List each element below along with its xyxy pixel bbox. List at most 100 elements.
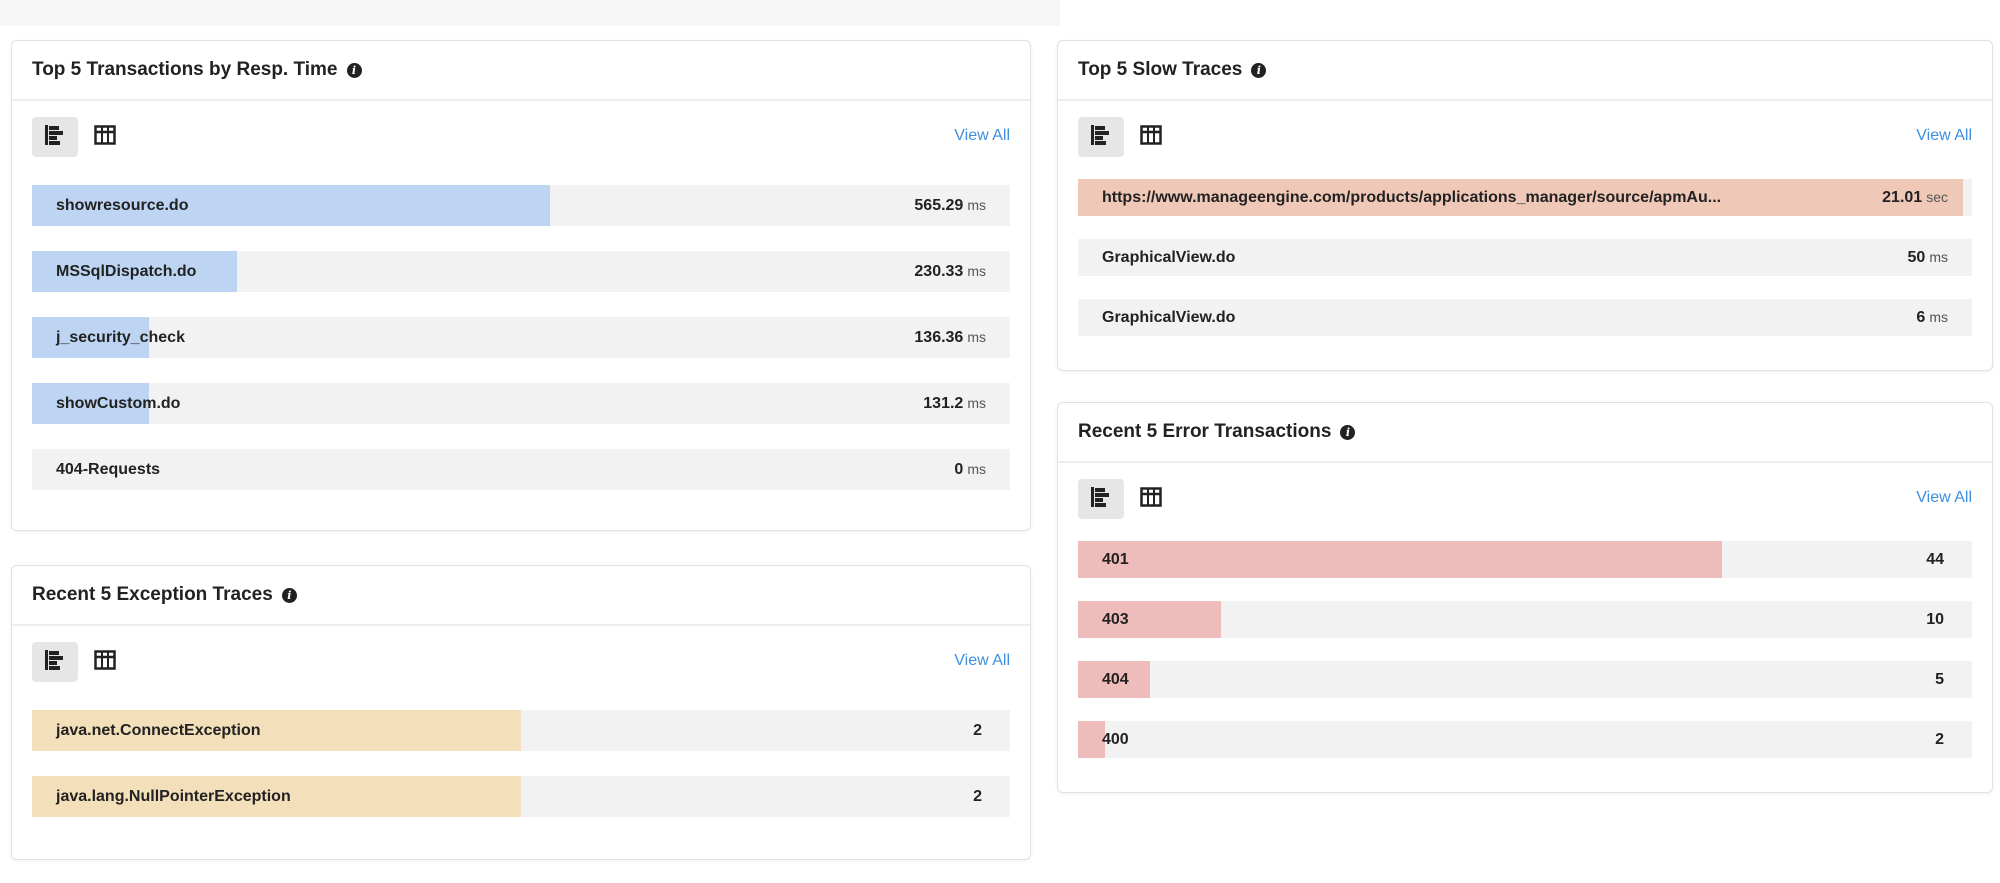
bar-value: 6 ms bbox=[1916, 309, 1948, 327]
panel-title: Recent 5 Exception Traces bbox=[32, 584, 273, 605]
bar-chart-view-button[interactable] bbox=[32, 642, 78, 682]
panel-header: Top 5 Slow Traces i bbox=[1058, 41, 1992, 101]
bar-row[interactable]: 401 44 bbox=[1078, 541, 1972, 578]
table-view-button[interactable] bbox=[82, 117, 128, 157]
panel-title: Recent 5 Error Transactions bbox=[1078, 421, 1332, 442]
bar-chart-view-button[interactable] bbox=[1078, 479, 1124, 519]
bar-value: 5 bbox=[1935, 671, 1948, 689]
bar-value: 565.29 ms bbox=[914, 197, 986, 215]
bar-chart-icon bbox=[1090, 486, 1112, 513]
bar-fill bbox=[1078, 541, 1722, 578]
bar-label: 400 bbox=[1102, 730, 1129, 748]
panel-title: Top 5 Transactions by Resp. Time bbox=[32, 59, 338, 80]
bar-fill bbox=[32, 317, 150, 358]
value-unit: ms bbox=[967, 262, 986, 279]
bar-list: 401 44 403 10 404 5 400 2 bbox=[1078, 541, 1972, 758]
bar-row[interactable]: showCustom.do 131.2 ms bbox=[32, 383, 1010, 424]
bar-chart-icon bbox=[1090, 124, 1112, 151]
info-icon[interactable]: i bbox=[346, 62, 362, 78]
bar-label: 403 bbox=[1102, 610, 1129, 628]
view-toolbar: View All bbox=[1078, 117, 1972, 157]
bar-fill bbox=[32, 710, 521, 751]
view-all-link[interactable]: View All bbox=[954, 652, 1010, 669]
bar-row[interactable]: 403 10 bbox=[1078, 601, 1972, 638]
value-number: 0 bbox=[954, 460, 964, 478]
bar-label: GraphicalView.do bbox=[1102, 308, 1236, 326]
value-number: 230.33 bbox=[914, 262, 964, 280]
bar-value: 230.33 ms bbox=[914, 263, 986, 281]
value-unit: ms bbox=[967, 328, 986, 345]
value-number: 2 bbox=[973, 721, 982, 739]
info-icon[interactable]: i bbox=[1340, 424, 1356, 440]
bar-value: 0 ms bbox=[954, 461, 986, 479]
bar-list: java.net.ConnectException 2 java.lang.Nu… bbox=[32, 710, 1010, 817]
view-all-link[interactable]: View All bbox=[1916, 489, 1972, 506]
bar-row[interactable]: showresource.do 565.29 ms bbox=[32, 185, 1010, 226]
info-icon[interactable]: i bbox=[1251, 62, 1267, 78]
bar-row[interactable]: https://www.manageengine.com/products/ap… bbox=[1078, 179, 1972, 216]
bar-chart-view-button[interactable] bbox=[32, 117, 78, 157]
value-number: 10 bbox=[1926, 610, 1944, 628]
bar-label: showresource.do bbox=[56, 196, 189, 214]
bar-value: 50 ms bbox=[1908, 249, 1948, 267]
bar-row[interactable]: j_security_check 136.36 ms bbox=[32, 317, 1010, 358]
bar-row[interactable]: 404 5 bbox=[1078, 661, 1972, 698]
bar-fill bbox=[1078, 601, 1222, 638]
panel-header: Top 5 Transactions by Resp. Time i bbox=[12, 41, 1030, 101]
bar-fill bbox=[1078, 661, 1150, 698]
view-all-link[interactable]: View All bbox=[1916, 127, 1972, 144]
bar-row[interactable]: GraphicalView.do 6 ms bbox=[1078, 299, 1972, 336]
bar-fill bbox=[32, 776, 521, 817]
bar-label: java.net.ConnectException bbox=[56, 721, 261, 739]
error-transactions-panel: Recent 5 Error Transactions i View All 4… bbox=[1057, 402, 1993, 793]
table-view-button[interactable] bbox=[1128, 117, 1174, 157]
bar-row[interactable]: GraphicalView.do 50 ms bbox=[1078, 239, 1972, 276]
slow-traces-panel: Top 5 Slow Traces i View All https://www… bbox=[1057, 40, 1993, 371]
value-number: 5 bbox=[1935, 670, 1944, 688]
view-all-link[interactable]: View All bbox=[954, 127, 1010, 144]
bar-fill bbox=[1078, 721, 1105, 758]
value-unit: ms bbox=[967, 460, 986, 477]
bar-value: 2 bbox=[1935, 731, 1948, 749]
top-strip bbox=[0, 0, 1060, 26]
bar-label: 404-Requests bbox=[56, 460, 161, 478]
info-icon[interactable]: i bbox=[281, 587, 297, 603]
value-number: 2 bbox=[1935, 730, 1944, 748]
bar-fill bbox=[32, 185, 551, 226]
bar-label: j_security_check bbox=[56, 328, 185, 346]
bar-label: java.lang.NullPointerException bbox=[56, 787, 291, 805]
view-toolbar: View All bbox=[1078, 479, 1972, 519]
bar-value: 131.2 ms bbox=[923, 395, 986, 413]
value-number: 44 bbox=[1926, 550, 1944, 568]
top-transactions-panel: Top 5 Transactions by Resp. Time i View … bbox=[11, 40, 1031, 531]
table-view-button[interactable] bbox=[82, 642, 128, 682]
value-unit: sec bbox=[1926, 188, 1948, 205]
table-icon bbox=[94, 124, 116, 151]
bar-label: 404 bbox=[1102, 670, 1129, 688]
panel-header: Recent 5 Error Transactions i bbox=[1058, 403, 1992, 463]
value-number: 6 bbox=[1916, 308, 1926, 326]
bar-row[interactable]: java.net.ConnectException 2 bbox=[32, 710, 1010, 751]
value-unit: ms bbox=[1929, 308, 1948, 325]
bar-row[interactable]: 400 2 bbox=[1078, 721, 1972, 758]
bar-row[interactable]: java.lang.NullPointerException 2 bbox=[32, 776, 1010, 817]
bar-chart-view-button[interactable] bbox=[1078, 117, 1124, 157]
value-number: 50 bbox=[1907, 248, 1926, 266]
bar-value: 44 bbox=[1926, 551, 1948, 569]
table-view-button[interactable] bbox=[1128, 479, 1174, 519]
bar-fill bbox=[1078, 179, 1964, 216]
bar-row[interactable]: 404-Requests 0 ms bbox=[32, 449, 1010, 490]
value-unit: ms bbox=[1929, 248, 1948, 265]
bar-fill bbox=[32, 383, 150, 424]
bar-chart-icon bbox=[44, 124, 66, 151]
bar-label: GraphicalView.do bbox=[1102, 248, 1236, 266]
bar-label: https://www.manageengine.com/products/ap… bbox=[1102, 188, 1722, 206]
bar-value: 2 bbox=[973, 722, 986, 740]
value-unit: ms bbox=[967, 394, 986, 411]
value-unit: ms bbox=[967, 196, 986, 213]
bar-chart-icon bbox=[44, 649, 66, 676]
bar-list: showresource.do 565.29 ms MSSqlDispatch.d… bbox=[32, 185, 1010, 490]
value-number: 565.29 bbox=[914, 196, 964, 214]
bar-row[interactable]: MSSqlDispatch.do 230.33 ms bbox=[32, 251, 1010, 292]
view-toolbar: View All bbox=[32, 117, 1010, 157]
